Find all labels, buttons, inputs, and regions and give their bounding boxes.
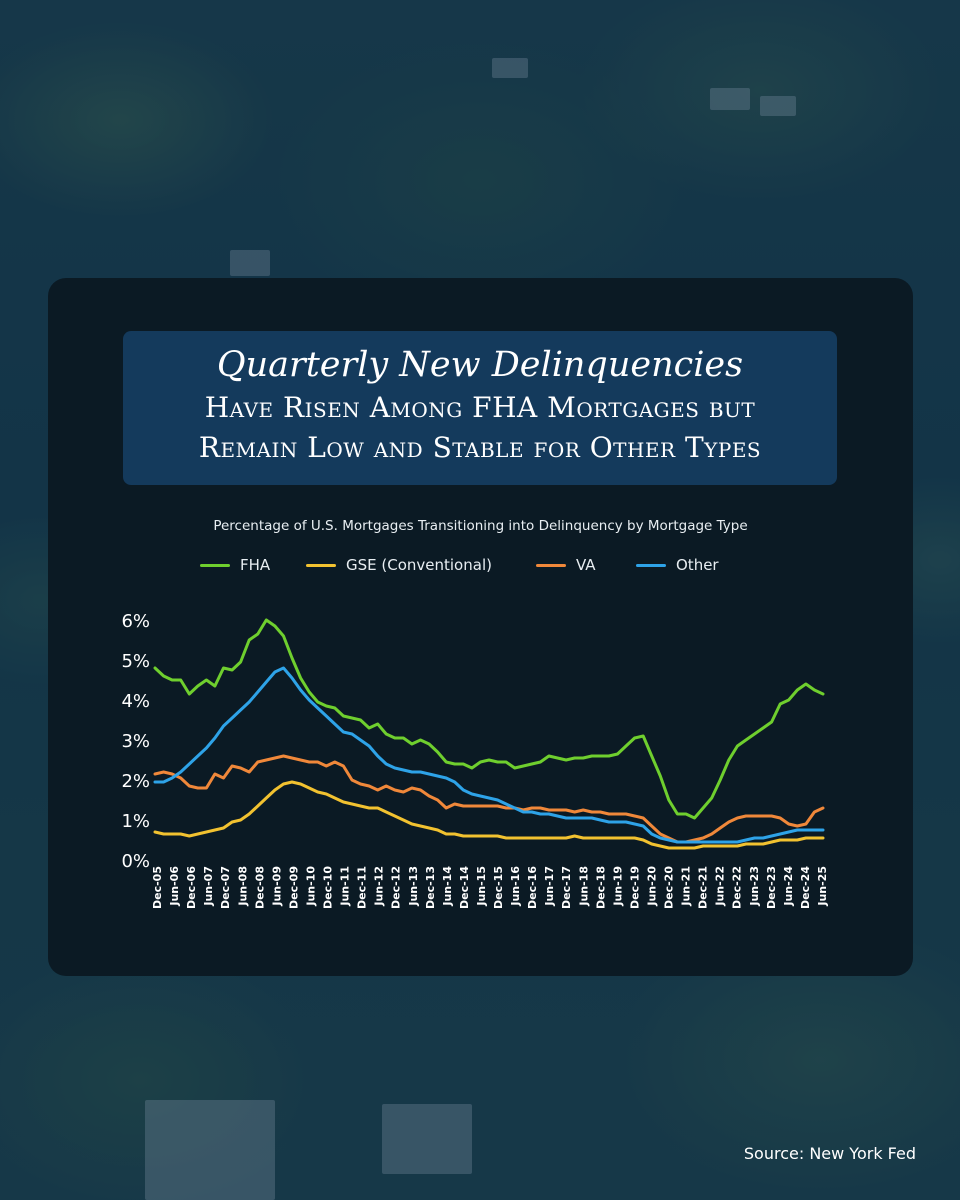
x-tick-label: Dec-22	[731, 866, 744, 909]
x-tick-label: Dec-20	[663, 866, 676, 909]
legend-label-gse: GSE (Conventional)	[346, 556, 492, 574]
x-tick-label: Dec-08	[253, 866, 266, 909]
x-tick-label: Jun-24	[782, 866, 795, 907]
legend-swatch-va	[536, 563, 566, 567]
x-tick-label: Jun-14	[441, 866, 454, 907]
x-tick-label: Jun-09	[270, 866, 283, 907]
x-tick-label: Jun-06	[168, 866, 181, 907]
y-tick-label: 2%	[121, 771, 150, 792]
background-house	[492, 58, 528, 78]
legend-label-fha: FHA	[240, 556, 271, 574]
x-tick-label: Jun-15	[475, 866, 488, 907]
x-tick-label: Dec-19	[628, 866, 641, 909]
title-box: Quarterly New Delinquencies Have Risen A…	[123, 331, 837, 485]
title-line-1: Quarterly New Delinquencies	[216, 345, 744, 385]
x-tick-label: Dec-13	[424, 866, 437, 909]
x-tick-label: Dec-09	[287, 866, 300, 909]
x-tick-label: Jun-25	[816, 866, 829, 907]
legend-label-other: Other	[676, 556, 719, 574]
x-tick-label: Dec-11	[356, 866, 369, 909]
x-tick-label: Jun-22	[714, 866, 727, 907]
series-line-va	[153, 754, 825, 844]
x-tick-label: Dec-16	[526, 866, 539, 909]
x-tick-label: Jun-12	[373, 866, 386, 907]
legend-item-gse: GSE (Conventional)	[306, 553, 492, 577]
legend-item-other: Other	[636, 553, 719, 577]
background-house	[230, 250, 270, 276]
title-line-2: Have Risen Among FHA Mortgages but	[204, 391, 756, 424]
x-tick-label: Jun-20	[645, 866, 658, 907]
legend-swatch-fha	[200, 563, 230, 567]
x-tick-label: Jun-19	[611, 866, 624, 907]
y-tick-label: 0%	[121, 851, 150, 872]
series-line-gse	[153, 780, 825, 850]
background-house	[710, 88, 750, 110]
legend-item-va: VA	[536, 553, 596, 577]
y-tick-label: 3%	[121, 731, 150, 752]
x-tick-label: Jun-21	[680, 866, 693, 907]
x-tick-label: Jun-07	[202, 866, 215, 907]
x-tick-label: Dec-17	[560, 866, 573, 909]
y-tick-label: 4%	[121, 691, 150, 712]
x-tick-label: Dec-05	[151, 866, 164, 909]
y-tick-label: 1%	[121, 811, 150, 832]
chart-title: Percentage of U.S. Mortgages Transitioni…	[213, 518, 748, 534]
chart-legend: FHA GSE (Conventional) VA Other	[200, 553, 800, 577]
x-tick-label: Jun-23	[748, 866, 761, 907]
x-tick-label: Dec-15	[492, 866, 505, 909]
x-tick-label: Dec-21	[697, 866, 710, 909]
x-tick-label: Jun-10	[304, 866, 317, 907]
x-tick-label: Dec-14	[458, 866, 471, 909]
x-tick-label: Dec-23	[765, 866, 778, 909]
x-tick-label: Jun-13	[407, 866, 420, 907]
x-tick-label: Dec-06	[185, 866, 198, 909]
y-tick-label: 5%	[121, 651, 150, 672]
x-tick-label: Jun-17	[543, 866, 556, 907]
x-tick-label: Dec-12	[390, 866, 403, 909]
legend-item-fha: FHA	[200, 553, 270, 577]
x-tick-label: Jun-18	[577, 866, 590, 907]
title-line-3: Remain Low and Stable for Other Types	[198, 431, 762, 464]
background-house	[382, 1104, 472, 1174]
x-tick-label: Dec-18	[594, 866, 607, 909]
series-line-fha	[153, 618, 825, 820]
y-tick-label: 6%	[121, 611, 150, 632]
x-tick-label: Jun-16	[509, 866, 522, 907]
x-tick-label: Jun-11	[339, 866, 352, 907]
background-house	[145, 1100, 275, 1200]
legend-swatch-gse	[306, 563, 336, 567]
x-tick-label: Dec-10	[322, 866, 335, 909]
background-house	[760, 96, 796, 116]
source-note: Source: New York Fed	[743, 1144, 916, 1163]
series-line-other	[153, 666, 825, 844]
legend-swatch-other	[636, 563, 666, 567]
x-tick-label: Dec-24	[799, 866, 812, 909]
legend-label-va: VA	[576, 556, 596, 574]
x-tick-label: Dec-07	[219, 866, 232, 909]
x-tick-label: Jun-08	[236, 866, 249, 907]
